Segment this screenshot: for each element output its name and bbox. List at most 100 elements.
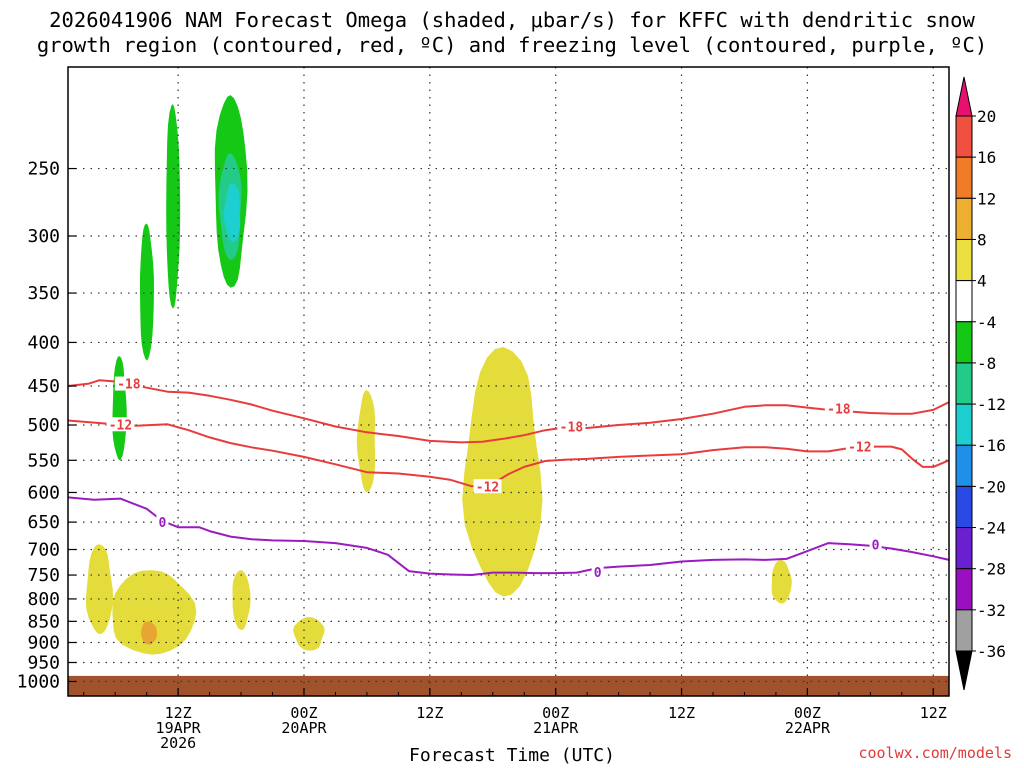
contour-label-bg: [869, 537, 882, 552]
ground-surface: [68, 675, 949, 696]
contour-label: 0: [158, 516, 166, 531]
x-tick-label: 00Z: [542, 704, 569, 722]
colorbar-top-arrow: [955, 76, 973, 117]
colorbar-label: -32: [977, 601, 1006, 620]
x-tick-label: 21APR: [533, 719, 579, 737]
colorbar-bin: [955, 238, 973, 282]
contour-label: -18: [560, 420, 584, 435]
colorbar-bin: [955, 485, 973, 529]
colorbar-label: -24: [977, 519, 1006, 538]
omega-shade-region: [112, 570, 197, 655]
x-tick-label: 00Z: [290, 704, 317, 722]
omega-shade-region: [232, 570, 251, 630]
colorbar-bin: [955, 156, 973, 199]
y-tick-label: 300: [27, 226, 60, 247]
contour-label: -18: [827, 402, 851, 417]
x-tick-label: 12Z: [920, 704, 947, 722]
x-tick-label: 12Z: [416, 704, 443, 722]
omega-shade-region: [166, 104, 181, 309]
contour-label-bg: [557, 419, 586, 434]
x-tick-label: 00Z: [794, 704, 821, 722]
colorbar-label: 8: [977, 230, 987, 249]
omega-shade-region: [293, 617, 325, 651]
x-tick-label: 19APR: [156, 719, 202, 737]
contour-label: 0: [872, 539, 880, 554]
y-tick-label: 600: [27, 482, 60, 503]
colorbar-bin: [955, 527, 973, 570]
x-tick-label: 12Z: [165, 704, 192, 722]
colorbar-bin: [955, 197, 973, 240]
contour-labels: -18 -12 -18 -12 -18 -12 0 0 0: [106, 376, 882, 581]
y-tick-label: 250: [27, 159, 60, 180]
colorbar-bin: [955, 568, 973, 611]
y-tick-label: 700: [27, 540, 60, 561]
ground-fill: [68, 675, 949, 696]
contour-label-bg: [114, 376, 143, 391]
x-axis-label: Forecast Time (UTC): [409, 745, 615, 766]
contour-label-bg: [473, 479, 502, 494]
omega-shade-region: [141, 621, 157, 645]
contour-label: -12: [476, 480, 499, 495]
y-tick-label: 950: [27, 653, 60, 674]
y-tick-label: 450: [27, 376, 60, 397]
chart-title-line-2: growth region (contoured, red, ºC) and f…: [36, 33, 988, 57]
contour-line: [67, 496, 950, 576]
omega-shade-region: [462, 347, 543, 597]
omega-shade-region: [140, 223, 154, 361]
contour-label-bg: [845, 439, 874, 454]
colorbar-bin: [955, 115, 973, 158]
contour-label-bg: [156, 515, 169, 530]
y-tick-label: 550: [27, 450, 60, 471]
y-tick-label: 350: [27, 283, 60, 304]
omega-shade-region: [771, 559, 792, 604]
omega-shade-region: [85, 544, 114, 635]
colorbar-label: 4: [977, 272, 987, 291]
omega-shaded-regions: [85, 95, 792, 655]
colorbar-label: -36: [977, 642, 1006, 661]
colorbar-bin: [955, 609, 973, 652]
colorbar-bin: [955, 403, 973, 446]
y-tick-label: 800: [27, 589, 60, 610]
colorbar-label: -20: [977, 477, 1006, 496]
site-credit: coolwx.com/models: [858, 744, 1012, 762]
y-axis-pressure-ticks: 2503003504004505005506006507007508008509…: [17, 159, 76, 692]
colorbar-bin: [955, 444, 973, 487]
colorbar-bin: [955, 280, 973, 323]
colorbar-label: -4: [977, 313, 996, 332]
colorbar-label: -28: [977, 560, 1006, 579]
contour-label-bg: [824, 401, 853, 416]
y-tick-label: 650: [27, 512, 60, 533]
y-tick-label: 400: [27, 332, 60, 353]
colorbar-label: -12: [977, 395, 1006, 414]
colorbar: 20 16 12 8 4 -4 -8 -12 -16 -20 -24 -28 -32 -36: [955, 76, 1006, 691]
contour-label: -18: [117, 378, 141, 393]
contour-label: -12: [109, 418, 132, 433]
x-tick-label: 20APR: [281, 719, 327, 737]
colorbar-label: -16: [977, 436, 1006, 455]
colorbar-label: -8: [977, 354, 996, 373]
colorbar-label: 20: [977, 107, 996, 126]
plot-frame: [67, 66, 950, 697]
y-tick-label: 750: [27, 565, 60, 586]
contour-label: 0: [594, 566, 602, 581]
colorbar-label: 16: [977, 148, 996, 167]
omega-shade-region: [112, 356, 127, 461]
colorbar-bottom-arrow: [955, 650, 973, 691]
contour-label-bg: [106, 417, 135, 432]
y-tick-label: 850: [27, 611, 60, 632]
y-tick-label: 900: [27, 633, 60, 654]
colorbar-bin: [955, 362, 973, 405]
colorbar-bin: [955, 321, 973, 364]
x-tick-label: 12Z: [668, 704, 695, 722]
y-tick-label: 500: [27, 415, 60, 436]
chart-title-line-1: 2026041906 NAM Forecast Omega (shaded, μ…: [49, 8, 975, 32]
omega-shade-region: [223, 183, 241, 243]
colorbar-label: 12: [977, 189, 996, 208]
contour-label-bg: [591, 565, 604, 580]
x-tick-label: 22APR: [785, 719, 831, 737]
contour-label: -12: [848, 441, 871, 456]
omega-shade-region: [356, 390, 376, 493]
x-tick-label: 2026: [160, 734, 196, 752]
